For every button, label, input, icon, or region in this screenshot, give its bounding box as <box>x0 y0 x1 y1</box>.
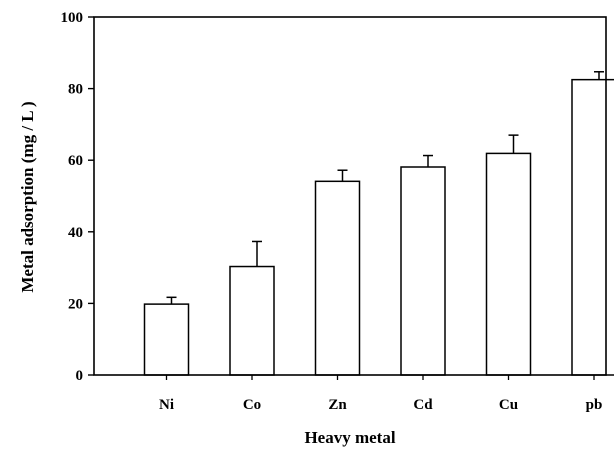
y-tick-label: 60 <box>68 153 83 169</box>
bars <box>145 80 614 375</box>
y-tick-label: 0 <box>76 368 84 384</box>
y-axis-ticks: 0 20 40 60 80 100 <box>61 10 95 384</box>
bar-pb <box>572 80 614 375</box>
y-tick-label: 100 <box>61 10 84 26</box>
y-tick-label: 80 <box>68 82 83 98</box>
x-tick-label: Cd <box>413 397 433 413</box>
x-tick-label: Ni <box>159 397 174 413</box>
y-tick-label: 20 <box>68 296 83 312</box>
x-axis-ticks: Ni Co Zn Cd Cu pb <box>159 375 602 413</box>
x-tick-label: Co <box>243 397 261 413</box>
x-tick-label: Zn <box>328 397 347 413</box>
bar-cu <box>487 153 531 375</box>
y-tick-label: 40 <box>68 225 83 241</box>
x-tick-label: pb <box>586 397 603 413</box>
bar-cd <box>401 167 445 375</box>
bar-ni <box>145 304 189 375</box>
bar-co <box>230 267 274 375</box>
bar-zn <box>316 181 360 375</box>
x-axis-title: Heavy metal <box>304 428 395 447</box>
y-axis-title: Metal adsorption (mg / L ) <box>18 101 37 292</box>
x-tick-label: Cu <box>499 397 518 413</box>
